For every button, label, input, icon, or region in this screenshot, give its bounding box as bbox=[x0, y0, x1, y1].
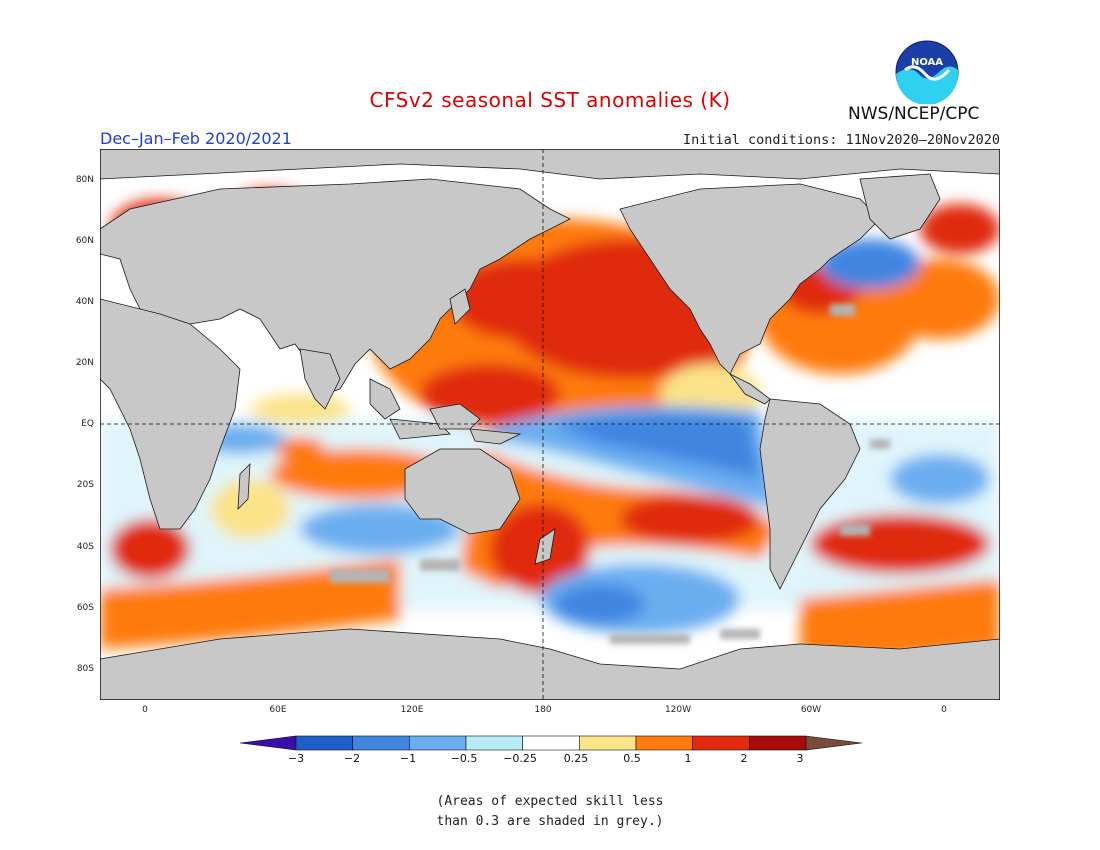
sst-anomaly-map bbox=[100, 149, 1000, 700]
lon-tick-label: 180 bbox=[534, 705, 552, 715]
colorbar-label: 0.5 bbox=[623, 752, 641, 765]
colorbar-label: −0.25 bbox=[503, 752, 537, 765]
land-masses bbox=[100, 149, 1000, 700]
lat-tick-label: 80S bbox=[76, 664, 94, 674]
agency-credit: NWS/NCEP/CPC bbox=[848, 104, 980, 124]
colorbar-label: 2 bbox=[740, 752, 748, 765]
map-title: CFSv2 seasonal SST anomalies (K) bbox=[369, 88, 731, 112]
colorbar-swatch bbox=[465, 735, 523, 751]
lat-tick-label: 20S bbox=[76, 480, 94, 490]
skill-note-line: than 0.3 are shaded in grey.) bbox=[436, 814, 664, 829]
low-skill-areas bbox=[330, 304, 890, 644]
colorbar-swatch bbox=[295, 735, 353, 751]
lon-tick-label: 60E bbox=[269, 705, 287, 715]
noaa-logo: NOAA bbox=[895, 40, 959, 104]
colorbar-label: −3 bbox=[287, 752, 305, 765]
colorbar-label: −2 bbox=[343, 752, 361, 765]
colorbar-swatch bbox=[749, 735, 807, 751]
colorbar-swatch bbox=[805, 735, 862, 751]
lon-tick-label: 120W bbox=[664, 705, 692, 715]
lon-tick-label: 120E bbox=[400, 705, 424, 715]
skill-note-line: (Areas of expected skill less bbox=[436, 794, 664, 809]
lat-tick-label: 20N bbox=[75, 358, 94, 368]
colorbar-swatch bbox=[352, 735, 410, 751]
lon-tick-label: 0 bbox=[941, 705, 947, 715]
lon-tick-label: 0 bbox=[142, 705, 148, 715]
initial-conditions-label: Initial conditions: 11Nov2020–20Nov2020 bbox=[683, 132, 1000, 148]
colorbar-swatch bbox=[635, 735, 693, 751]
svg-text:NOAA: NOAA bbox=[911, 57, 943, 68]
lat-tick-label: EQ bbox=[81, 419, 94, 429]
colorbar-swatch bbox=[579, 735, 637, 751]
lat-tick-label: 60N bbox=[75, 236, 94, 246]
skill-note: (Areas of expected skill less than 0.3 a… bbox=[0, 792, 1100, 832]
colorbar-label: −1 bbox=[399, 752, 417, 765]
colorbar-label: 3 bbox=[796, 752, 804, 765]
colorbar bbox=[240, 735, 862, 751]
season-label: Dec–Jan–Feb 2020/2021 bbox=[100, 129, 292, 148]
lat-tick-label: 40N bbox=[75, 297, 94, 307]
lat-tick-label: 60S bbox=[76, 603, 94, 613]
lon-tick-label: 60W bbox=[800, 705, 822, 715]
lat-tick-label: 80N bbox=[75, 175, 94, 185]
colorbar-label: −0.5 bbox=[450, 752, 478, 765]
colorbar-swatch bbox=[522, 735, 580, 751]
colorbar-label: 0.25 bbox=[563, 752, 589, 765]
colorbar-swatch bbox=[240, 735, 297, 751]
lat-tick-label: 40S bbox=[76, 542, 94, 552]
colorbar-swatch bbox=[692, 735, 750, 751]
colorbar-label: 1 bbox=[684, 752, 692, 765]
colorbar-swatch bbox=[409, 735, 467, 751]
